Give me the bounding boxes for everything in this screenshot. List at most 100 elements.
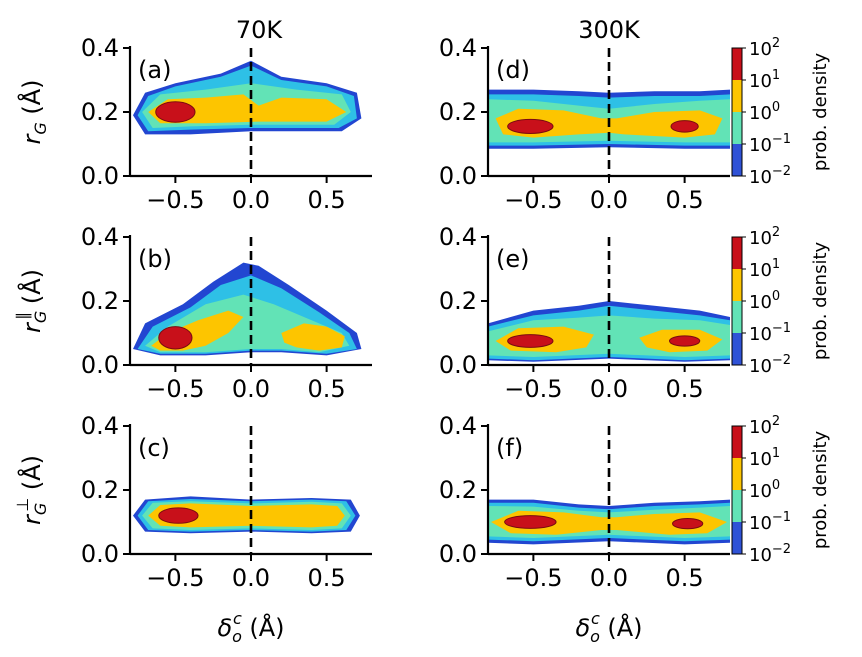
colorbar-tick-base: 10: [749, 71, 772, 92]
x-tick-label: 0.5: [666, 375, 704, 403]
contour-red: [158, 507, 199, 524]
colorbar-tick-base: 10: [749, 135, 772, 156]
colorbar-segment: [732, 237, 742, 269]
y-label-symbol: r: [18, 133, 46, 145]
colorbar-tick-base: 10: [749, 545, 772, 566]
contour-red: [670, 120, 699, 133]
y-tick-label: 0.0: [439, 351, 477, 379]
density-contours: [133, 262, 362, 356]
x-tick-label: 0.5: [308, 375, 346, 403]
x-tick-label: −0.5: [504, 564, 562, 592]
colorbar-tick-base: 10: [749, 292, 772, 313]
colorbar-tick-base: 10: [749, 103, 772, 124]
contour-red: [672, 517, 704, 530]
panel-label: (f): [496, 434, 523, 462]
colorbar-tick-exp: −2: [772, 353, 791, 368]
colorbar-tick-base: 10: [749, 260, 772, 281]
x-tick-label: 0.5: [308, 564, 346, 592]
x-tick-label: 0.0: [232, 375, 270, 403]
colorbar-tick-label: 102: [749, 414, 780, 438]
colorbar-segment: [732, 333, 742, 365]
colorbar-tick-base: 10: [749, 449, 772, 470]
colorbar-tick-exp: 0: [772, 289, 780, 304]
colorbar-tick-label: 100: [749, 478, 780, 502]
panels-group: −0.5 0.0 0.5 0.0 0.2 0.4 (a) −0.5 0.0 0.5 0.0 0.2 0.…: [81, 34, 730, 592]
panel-e: −0.5 0.0 0.5 0.0 0.2 0.4 (e): [439, 223, 730, 403]
y-tick-label: 0.0: [439, 162, 477, 190]
contour-red: [158, 326, 193, 350]
colorbar-tick-base: 10: [749, 481, 772, 502]
y-label-sub: G: [31, 122, 50, 134]
y-tick-label: 0.2: [81, 287, 119, 315]
x-label-unit: (Å): [600, 613, 643, 642]
density-contours: [488, 499, 730, 545]
colorbar-tick-label: 10−1: [749, 132, 791, 156]
colorbar-tick-base: 10: [749, 39, 772, 60]
y-axis-label: rG (Å): [17, 79, 50, 144]
contour-red: [504, 515, 557, 529]
colorbar-tick-exp: 1: [772, 68, 780, 83]
x-tick-label: −0.5: [146, 375, 204, 403]
x-label-symbol: δ: [575, 614, 590, 642]
y-tick-label: 0.2: [81, 98, 119, 126]
contour-yellow: [491, 510, 727, 535]
x-label-symbol: δ: [217, 614, 232, 642]
contour-red: [507, 118, 554, 134]
x-tick-label: 0.5: [666, 564, 704, 592]
colorbar-segment: [732, 522, 742, 554]
x-tick-label: −0.5: [146, 564, 204, 592]
x-tick-label: 0.0: [232, 186, 270, 214]
y-label-unit: (Å): [17, 79, 46, 122]
colorbar-segment: [732, 426, 742, 458]
colorbar-tick-label: 10−2: [749, 353, 791, 377]
y-axis-label: rG∥ (Å): [13, 269, 50, 333]
y-label-unit: (Å): [17, 455, 46, 498]
y-tick-label: 0.0: [439, 540, 477, 568]
colorbar-segment: [732, 80, 742, 112]
colorbar-tick-base: 10: [749, 513, 772, 534]
y-label-sup: ∥: [13, 312, 32, 320]
y-tick-label: 0.4: [81, 223, 119, 251]
y-tick-label: 0.4: [439, 412, 477, 440]
x-tick-label: 0.0: [590, 375, 628, 403]
colorbar-tick-label: 101: [749, 68, 780, 92]
colorbar-tick-exp: 2: [772, 225, 780, 240]
y-tick-label: 0.4: [81, 34, 119, 62]
y-tick-label: 0.4: [439, 34, 477, 62]
y-tick-label: 0.4: [81, 412, 119, 440]
y-axis-label: rG⊥ (Å): [13, 455, 50, 525]
y-label-unit: (Å): [17, 269, 46, 312]
density-contours: [133, 496, 360, 534]
panel-a: −0.5 0.0 0.5 0.0 0.2 0.4 (a): [81, 34, 372, 214]
colorbar-tick-label: 10−1: [749, 510, 791, 534]
x-label-unit: (Å): [242, 613, 285, 642]
contour-red: [155, 101, 196, 123]
colorbar-tick-exp: −2: [772, 542, 791, 557]
colorbar-tick-label: 102: [749, 36, 780, 60]
colorbar-segment: [732, 48, 742, 80]
panel-label: (d): [496, 56, 530, 84]
colorbar-label: prob. density: [810, 52, 831, 171]
panel-label: (a): [138, 56, 171, 84]
y-tick-label: 0.2: [439, 287, 477, 315]
colorbar-tick-label: 102: [749, 225, 780, 249]
colorbar-tick-exp: 1: [772, 446, 780, 461]
colorbar-segment: [732, 144, 742, 176]
colorbar-tick-base: 10: [749, 417, 772, 438]
y-label-sub: G: [31, 311, 50, 323]
colorbar-segment: [732, 490, 742, 522]
x-label-sub: o: [232, 627, 242, 646]
y-tick-label: 0.2: [439, 98, 477, 126]
column-x-labels: δoc (Å) δoc (Å): [217, 609, 642, 646]
contour-red: [669, 335, 701, 347]
y-label-sub: G: [31, 503, 50, 515]
colorbar-tick-label: 10−2: [749, 542, 791, 566]
colorbar-tick-exp: 0: [772, 100, 780, 115]
contour-yellow: [148, 503, 345, 528]
colorbar-segment: [732, 458, 742, 490]
colorbar-tick-exp: −1: [772, 510, 791, 525]
colorbar-tick-label: 100: [749, 100, 780, 124]
